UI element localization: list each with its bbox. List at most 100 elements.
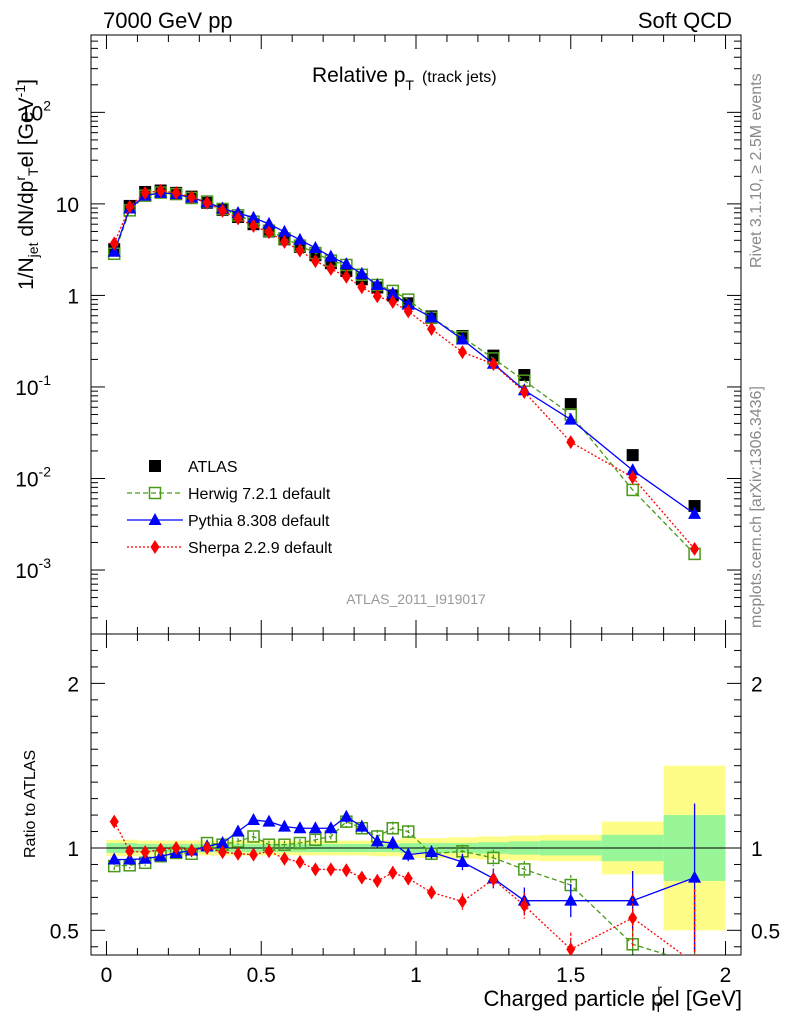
- legend: ATLAS Herwig 7.2.1 default Pythia 8.308 de…: [127, 459, 333, 557]
- y-tick-label: 102: [20, 97, 51, 125]
- data-point: [218, 203, 228, 218]
- ratio-data-point: [487, 851, 500, 865]
- ratio-data-point: [264, 844, 274, 859]
- data-point: [628, 470, 638, 485]
- ratio-series-pythia-8-308-default: [107, 803, 702, 952]
- data-point: [386, 286, 400, 299]
- data-point: [326, 261, 336, 276]
- ratio-data-point: [372, 873, 382, 888]
- ratio-data-point: [233, 846, 243, 861]
- ratio-plot-border: [90, 633, 742, 956]
- ratio-data-point: [247, 830, 260, 843]
- data-point: [324, 249, 338, 262]
- main-title-suffix: (track jets): [422, 69, 497, 86]
- legend-marker: [148, 513, 162, 525]
- ratio-data-point: [216, 836, 230, 849]
- x-tick-label: 0: [101, 964, 113, 987]
- ratio-y-tick-label-right: 2: [751, 673, 763, 696]
- data-point: [370, 277, 384, 290]
- ratio-data-point: [171, 841, 181, 855]
- data-point: [564, 398, 577, 411]
- header-left: 7000 GeV pp: [103, 8, 233, 33]
- ratio-data-point: [488, 872, 498, 887]
- ratio-data-point: [202, 841, 212, 855]
- data-point: [171, 185, 181, 200]
- data-point: [401, 297, 415, 310]
- legend-marker: [149, 460, 161, 472]
- y-label-part: 1/N: [15, 257, 38, 290]
- data-point: [156, 183, 166, 198]
- ratio-data-point: [341, 863, 351, 878]
- ratio-data-point: [218, 845, 228, 860]
- ratio-y-tick-label-right: 0.5: [751, 920, 780, 943]
- y-tick-label-exponent: -2: [39, 463, 52, 479]
- data-point: [426, 321, 436, 336]
- ratio-data-point: [519, 898, 529, 913]
- ratio-data-point: [402, 825, 415, 838]
- header-right: Soft QCD: [637, 8, 732, 33]
- ratio-data-point: [279, 851, 289, 866]
- y-tick-label-base: 10: [56, 194, 79, 217]
- y-tick-label-base: 10: [20, 102, 43, 125]
- main-series: [107, 183, 702, 561]
- ratio-data-point: [355, 819, 369, 832]
- data-point: [310, 254, 320, 269]
- legend-label: Herwig 7.2.1 default: [188, 486, 331, 503]
- ratio-data-point: [386, 836, 400, 849]
- data-point: [403, 304, 413, 319]
- legend-marker: [148, 486, 162, 500]
- data-point: [688, 500, 701, 513]
- y-tick-label-base: 10: [15, 377, 38, 400]
- legend-label: ATLAS: [188, 459, 238, 476]
- data-point: [488, 357, 498, 372]
- ratio-data-point: [247, 813, 260, 826]
- ratio-data-point: [262, 814, 276, 827]
- ratio-data-point: [326, 862, 336, 877]
- data-point: [566, 435, 576, 450]
- x-tick-label: 1: [410, 964, 422, 987]
- data-point: [262, 216, 276, 229]
- ratio-series: [107, 803, 702, 955]
- legend-label: Pythia 8.308 default: [188, 513, 330, 530]
- data-point: [279, 234, 289, 249]
- ratio-data-point: [455, 854, 469, 867]
- y-tick-label-base: 10: [15, 468, 38, 491]
- data-point: [388, 294, 398, 309]
- main-title-text: Relative p: [312, 64, 405, 87]
- y-label-part: el [GeV: [15, 97, 38, 168]
- ratio-data-point: [339, 809, 353, 822]
- ratio-y-tick-label-right: 1: [751, 838, 763, 861]
- data-point: [457, 345, 467, 360]
- data-point: [125, 199, 135, 214]
- data-point: [109, 236, 119, 251]
- ratio-data-point: [308, 821, 322, 834]
- x-axis-label: Charged particle pr Tel [GeV]: [484, 981, 743, 1015]
- y-tick-label: 10-2: [15, 463, 51, 491]
- data-point: [264, 225, 274, 240]
- ratio-data-point: [109, 814, 119, 829]
- y-label-sup-exp: -1: [12, 84, 28, 98]
- y-tick-label-base: 1: [67, 285, 79, 308]
- y-tick-label: 10-3: [15, 555, 51, 583]
- y-tick-label-exponent: -3: [39, 555, 52, 571]
- ratio-data-point: [140, 845, 150, 860]
- ratio-data-point: [107, 852, 121, 865]
- data-point: [688, 506, 702, 519]
- rivet-label: Rivet 3.1.10, ≥ 2.5M events: [748, 73, 765, 268]
- ratio-y-axis-label: Ratio to ATLAS: [22, 749, 39, 858]
- ratio-data-point: [309, 833, 322, 847]
- ratio-data-point: [278, 838, 291, 851]
- data-point: [247, 210, 260, 223]
- y-tick-label: 1: [67, 285, 79, 308]
- y-label-sup: r: [12, 175, 28, 181]
- y-label-sub-t: T: [25, 167, 42, 176]
- data-point: [233, 211, 243, 226]
- ratio-data-point: [386, 821, 400, 835]
- data-point: [626, 449, 639, 462]
- main-watermark: ATLAS_2011_I919017: [346, 591, 486, 607]
- ratio-data-point: [156, 842, 166, 857]
- ratio-data-point: [370, 834, 384, 847]
- y-tick-label-exponent: -1: [39, 372, 52, 388]
